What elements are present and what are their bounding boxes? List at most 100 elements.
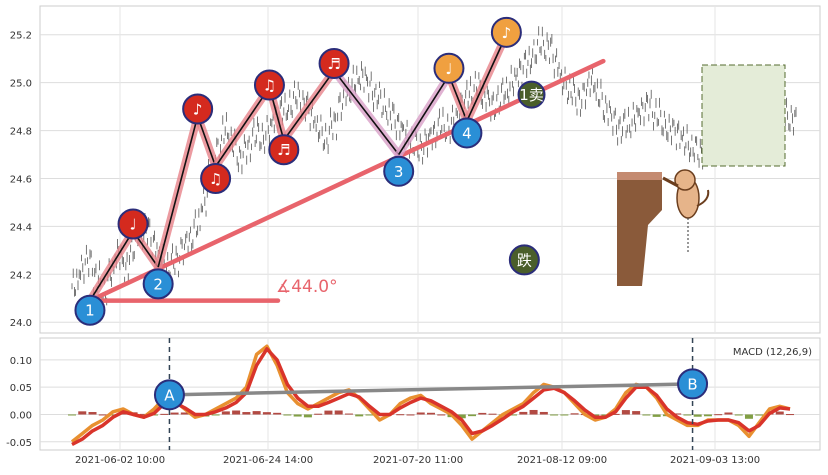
macd-histogram-bar: [468, 414, 477, 417]
angle-label: ∡44.0°: [276, 277, 338, 297]
price-marker-label: ♫: [209, 170, 222, 188]
macd-marker-circle: [677, 368, 709, 400]
macd-histogram-bar: [539, 411, 548, 415]
macd-series-line: [70, 344, 791, 444]
macd-histogram-bar: [611, 413, 620, 415]
zigzag-line: [157, 115, 199, 268]
price-marker-circle: [142, 268, 174, 300]
macd-histogram-bar: [78, 411, 87, 415]
macd-histogram-bar: [355, 414, 364, 417]
macd-y-tick-label: 0.00: [10, 410, 32, 421]
axis-labels: 24.0 24.2 24.4 24.6 24.8 25.0 25.2 0.10 0.05 0.00…: [6, 31, 760, 466]
macd-trend-line: [169, 382, 693, 397]
macd-histogram-bar: [652, 414, 661, 417]
macd-histogram-bar: [683, 414, 692, 416]
macd-histogram-bar: [180, 412, 189, 415]
price-marker-circle: [117, 208, 149, 240]
price-marker-circle: [508, 244, 540, 276]
macd-y-tick-label: 0.05: [10, 383, 32, 394]
price-marker-circle: [74, 294, 106, 326]
macd-histogram-bar: [478, 412, 487, 415]
macd-histogram-bar: [139, 413, 148, 415]
price-y-tick-label: 24.0: [10, 318, 32, 329]
price-y-tick-label: 24.2: [10, 270, 32, 281]
macd-histogram-bar: [160, 413, 169, 415]
dog-icon: [662, 169, 710, 219]
price-markers: 1 ♩ 2 ♪ ♫ ♫ ♬ ♬ 3 ♩ 4 ♪ 1卖跌: [74, 16, 546, 326]
macd-histogram-bar: [734, 414, 743, 416]
macd-marker-label: A: [164, 386, 175, 404]
zigzag-line: [214, 86, 271, 167]
macd-histogram-bar: [334, 410, 343, 415]
macd-histogram-bar: [406, 414, 415, 416]
sell-zone-box: [701, 64, 786, 167]
price-marker-label: 1: [85, 302, 95, 320]
macd-histogram-bar: [621, 410, 630, 415]
price-y-tick-label: 24.6: [10, 174, 32, 185]
price-marker-circle: [433, 52, 465, 84]
macd-histogram-bar: [570, 413, 579, 415]
macd-histogram-bar: [109, 414, 118, 416]
macd-indicator-label: MACD (12,26,9): [733, 347, 812, 358]
macd-histogram-bar: [68, 414, 76, 416]
cliff: [617, 172, 662, 286]
macd-histogram-bar: [283, 414, 292, 416]
price-y-tick-label: 24.8: [10, 127, 32, 138]
macd-histogram-bar: [211, 414, 220, 416]
macd-histogram-bar: [560, 414, 569, 416]
macd-histogram-bar: [488, 413, 497, 415]
macd-histogram-bar: [98, 414, 107, 416]
macd-histogram-bar: [221, 411, 230, 415]
macd-histogram-bar: [314, 413, 323, 415]
macd-histogram-bar: [242, 412, 251, 415]
price-marker-label: 3: [394, 163, 404, 181]
macd-histogram-bar: [632, 411, 641, 415]
macd-histogram-bar: [529, 409, 538, 415]
zigzag-line: [466, 34, 508, 122]
price-marker-circle: [517, 80, 546, 109]
macd-histogram-bar: [437, 414, 446, 416]
price-marker-label: 4: [462, 124, 472, 142]
x-tick-label: 2021-06-24 14:00: [223, 455, 313, 466]
zigzag-line: [89, 230, 134, 302]
macd-histogram-bar: [744, 414, 753, 419]
zigzag-line: [283, 70, 335, 141]
macd-histogram-bar: [262, 412, 271, 415]
macd-marker-circle: [153, 379, 185, 411]
macd-histogram-bar: [786, 414, 794, 416]
macd-histogram-bar: [509, 414, 518, 416]
macd-histogram-bar: [673, 413, 682, 415]
price-marker-label: 1卖: [519, 86, 544, 104]
zigzag-line: [196, 115, 217, 167]
zigzag-line: [398, 75, 450, 155]
macd-histogram-bar: [88, 412, 97, 415]
macd-marker-label: B: [687, 375, 697, 393]
price-marker-circle: [383, 155, 415, 187]
price-marker-label: ♩: [445, 60, 452, 78]
dog-tail: [696, 189, 710, 207]
macd-histogram-bar: [714, 414, 723, 416]
price-trend-line: [87, 58, 606, 303]
macd-histogram-bar: [293, 414, 302, 417]
price-marker-circle: [182, 93, 214, 125]
x-tick-label: 2021-09-03 13:00: [670, 455, 760, 466]
price-marker-label: 2: [153, 275, 163, 293]
price-marker-circle: [200, 162, 232, 194]
macd-histogram-bar: [457, 414, 466, 419]
macd-histogram-bar: [642, 414, 651, 416]
macd-lines: [70, 344, 791, 447]
macd-histogram-bar: [519, 411, 528, 415]
x-tick-label: 2021-06-02 10:00: [75, 455, 165, 466]
x-tick-label: 2021-07-20 11:00: [373, 455, 463, 466]
macd-y-tick-label: 0.10: [10, 356, 32, 367]
macd-histogram-bar: [303, 414, 312, 418]
macd-histogram-bar: [344, 413, 353, 415]
price-y-tick-label: 25.0: [10, 79, 32, 90]
macd-series-line: [71, 347, 791, 447]
macd-histogram-bar: [550, 414, 559, 416]
macd-histogram-bar: [170, 412, 179, 415]
macd-histogram-bar: [324, 410, 333, 415]
price-y-tick-label: 25.2: [10, 31, 32, 42]
cliff-top: [617, 172, 662, 180]
